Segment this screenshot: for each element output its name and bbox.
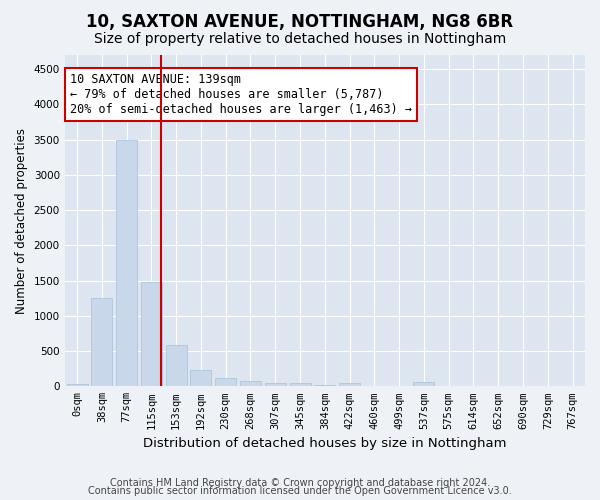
Text: Contains public sector information licensed under the Open Government Licence v3: Contains public sector information licen… xyxy=(88,486,512,496)
Text: Size of property relative to detached houses in Nottingham: Size of property relative to detached ho… xyxy=(94,32,506,46)
Text: Contains HM Land Registry data © Crown copyright and database right 2024.: Contains HM Land Registry data © Crown c… xyxy=(110,478,490,488)
Bar xyxy=(215,378,236,386)
Bar xyxy=(116,140,137,386)
Bar xyxy=(67,384,88,386)
Bar xyxy=(314,385,335,386)
X-axis label: Distribution of detached houses by size in Nottingham: Distribution of detached houses by size … xyxy=(143,437,506,450)
Bar xyxy=(290,384,311,386)
Text: 10 SAXTON AVENUE: 139sqm
← 79% of detached houses are smaller (5,787)
20% of sem: 10 SAXTON AVENUE: 139sqm ← 79% of detach… xyxy=(70,73,412,116)
Text: 10, SAXTON AVENUE, NOTTINGHAM, NG8 6BR: 10, SAXTON AVENUE, NOTTINGHAM, NG8 6BR xyxy=(86,12,514,30)
Bar xyxy=(413,382,434,386)
Bar xyxy=(91,298,112,386)
Y-axis label: Number of detached properties: Number of detached properties xyxy=(15,128,28,314)
Bar xyxy=(265,383,286,386)
Bar xyxy=(339,383,360,386)
Bar xyxy=(141,282,162,387)
Bar xyxy=(240,380,261,386)
Bar xyxy=(166,346,187,387)
Bar xyxy=(190,370,211,386)
